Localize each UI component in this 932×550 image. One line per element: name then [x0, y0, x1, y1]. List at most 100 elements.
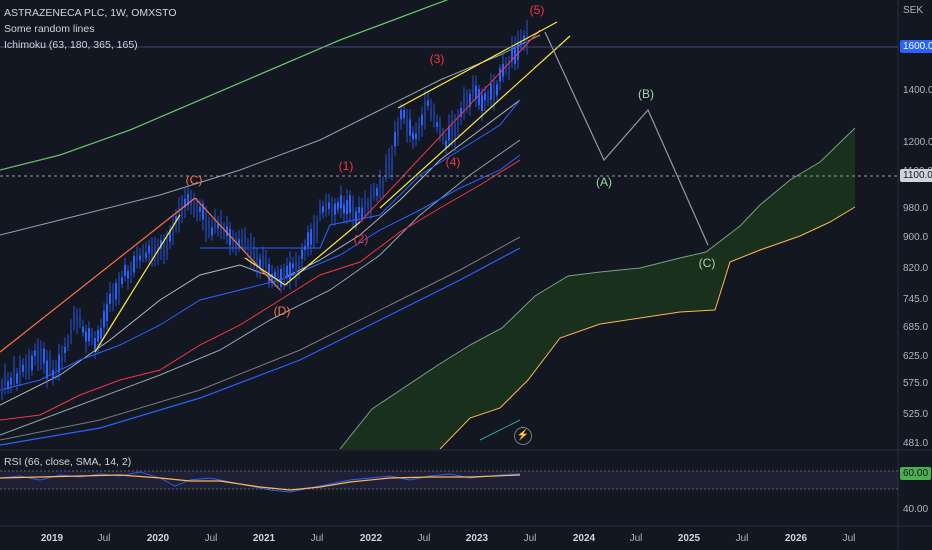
candle-body: [181, 200, 183, 218]
candle-body: [88, 328, 90, 342]
price-candles: [1, 19, 528, 401]
outer-green-curve: [0, 0, 449, 171]
candle-body: [250, 242, 252, 258]
candle-body: [106, 304, 108, 321]
candle-body: [82, 326, 84, 333]
time-tick-label: 2024: [572, 533, 596, 544]
time-tick-label: 2026: [784, 533, 808, 544]
candle-body: [169, 229, 171, 242]
candle-body: [433, 111, 435, 120]
candle-body: [319, 206, 321, 216]
wave-label: (3): [429, 52, 445, 66]
red-trendline: [359, 29, 541, 223]
light-channel-lower: [0, 139, 521, 436]
candle-body: [49, 356, 51, 369]
time-tick-label: 2021: [252, 533, 276, 544]
candle-body: [520, 40, 522, 46]
candle-body: [418, 123, 420, 134]
wave-label: (1): [338, 159, 354, 173]
candle-body: [268, 263, 270, 282]
candle-body: [502, 63, 504, 77]
indicator-legend-lines[interactable]: Some random lines: [4, 23, 95, 35]
candle-body: [337, 202, 339, 210]
candle-body: [487, 96, 489, 102]
candle-body: [406, 119, 408, 133]
candle-body: [262, 255, 264, 269]
candle-body: [475, 85, 477, 100]
candle-body: [196, 201, 198, 213]
candle-body: [130, 266, 132, 277]
ichimoku-cloud: [340, 128, 855, 449]
candle-body: [280, 269, 282, 288]
candle-body: [121, 277, 123, 284]
price-tick-label: 575.0: [903, 378, 929, 389]
rsi-legend[interactable]: RSI (66, close, SMA, 14, 2): [4, 456, 132, 468]
candle-body: [133, 255, 135, 273]
chart-legend: ASTRAZENECA PLC, 1W, OMXSTO Some random …: [4, 5, 177, 53]
lightning-icon[interactable]: ⚡: [514, 427, 532, 445]
candle-body: [199, 206, 201, 212]
candle-body: [214, 214, 216, 229]
candle-body: [505, 62, 507, 68]
candle-body: [295, 263, 297, 276]
candle-body: [382, 181, 384, 188]
candle-body: [481, 94, 483, 111]
candle-body: [448, 126, 450, 141]
candle-body: [100, 327, 102, 339]
candle-body: [172, 222, 174, 237]
cloud-lower-edge: [439, 206, 856, 449]
candle-body: [508, 59, 510, 69]
yellow-wedge-lower: [379, 35, 571, 209]
candle-body: [25, 359, 27, 369]
yellow-trendline-3: [284, 221, 361, 286]
price-tick-label: 1200.0: [903, 137, 932, 148]
candle-body: [313, 224, 315, 240]
candle-body: [388, 153, 390, 171]
candle-body: [202, 203, 204, 220]
price-tick-label: 980.0: [903, 203, 929, 214]
candle-body: [322, 206, 324, 213]
candle-body: [274, 271, 276, 278]
candle-body: [328, 202, 330, 209]
rsi-band: [0, 471, 898, 489]
candle-body: [427, 100, 429, 107]
candle-body: [145, 252, 147, 259]
wave-label: (C): [698, 256, 716, 270]
candle-body: [1, 383, 3, 395]
candle-body: [16, 373, 18, 384]
indicator-legend-ichimoku[interactable]: Ichimoku (63, 180, 365, 165): [4, 39, 138, 51]
wave-label: (B): [638, 87, 654, 101]
candle-body: [139, 255, 141, 261]
time-tick-label: Jul: [310, 533, 324, 544]
candle-body: [94, 338, 96, 351]
yellow-trendline-2: [244, 257, 286, 286]
candle-body: [424, 100, 426, 118]
candle-body: [7, 381, 9, 390]
wave-label: (2): [353, 232, 369, 246]
yellow-wedge-upper: [397, 21, 558, 109]
candle-body: [148, 245, 150, 254]
price-tick-label: 820.0: [903, 263, 929, 274]
price-tick-label: 525.0: [903, 409, 929, 420]
candle-body: [43, 348, 45, 364]
rsi-sma-line: [0, 474, 521, 491]
candle-body: [31, 355, 33, 371]
candle-body: [166, 239, 168, 254]
candle-body: [70, 329, 72, 334]
candle-body: [445, 140, 447, 149]
price-tag-top: 1600.0: [900, 40, 932, 53]
candle-body: [91, 333, 93, 339]
candle-body: [205, 214, 207, 231]
candle-body: [37, 345, 39, 364]
symbol-title[interactable]: ASTRAZENECA PLC, 1W, OMXSTO: [4, 7, 177, 19]
time-tick-label: Jul: [417, 533, 431, 544]
candle-body: [463, 94, 465, 112]
candle-body: [523, 35, 525, 41]
candle-body: [394, 132, 396, 147]
candle-body: [79, 317, 81, 324]
candle-body: [460, 107, 462, 117]
time-tick-label: Jul: [523, 533, 537, 544]
wave-label: (4): [445, 155, 461, 169]
candle-body: [4, 374, 6, 386]
